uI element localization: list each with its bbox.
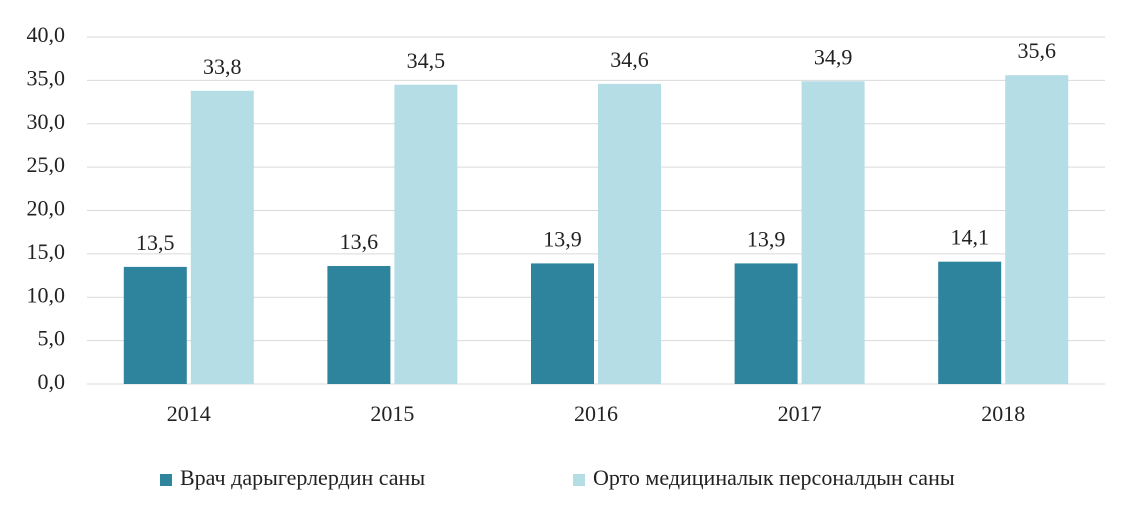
bar (394, 84, 458, 385)
bar (123, 266, 187, 384)
legend-swatch (160, 474, 172, 486)
y-tick-label: 40,0 (27, 22, 66, 47)
bar (327, 266, 391, 384)
legend-swatch (573, 474, 585, 486)
bar (938, 261, 1002, 384)
value-label: 35,6 (1017, 38, 1056, 63)
y-tick-label: 30,0 (27, 109, 66, 134)
value-label: 34,5 (407, 48, 446, 73)
y-tick-label: 35,0 (27, 65, 66, 90)
y-tick-label: 10,0 (27, 282, 66, 307)
value-label: 13,6 (340, 229, 379, 254)
bar (734, 263, 798, 384)
y-tick-label: 20,0 (27, 196, 66, 221)
y-tick-label: 0,0 (38, 369, 66, 394)
bar (531, 263, 594, 384)
value-label: 14,1 (950, 225, 989, 250)
bar (190, 90, 254, 384)
x-tick-label: 2015 (370, 401, 414, 426)
legend-label: Орто медициналык персоналдын саны (593, 465, 955, 490)
x-tick-label: 2016 (574, 401, 618, 426)
bar (598, 83, 661, 384)
bar (801, 81, 865, 385)
value-label: 34,6 (610, 47, 649, 72)
x-tick-label: 2018 (981, 401, 1025, 426)
value-label: 33,8 (203, 54, 242, 79)
y-tick-label: 25,0 (27, 152, 66, 177)
value-label: 13,9 (747, 226, 786, 251)
y-tick-label: 5,0 (38, 326, 66, 351)
x-tick-label: 2017 (778, 401, 822, 426)
value-label: 13,9 (543, 226, 582, 251)
value-label: 13,5 (136, 230, 175, 255)
x-tick-label: 2014 (167, 401, 211, 426)
y-tick-label: 15,0 (27, 239, 66, 264)
legend-label: Врач дарыгерлердин саны (180, 465, 425, 490)
bar (1005, 75, 1069, 385)
value-label: 34,9 (814, 44, 853, 69)
